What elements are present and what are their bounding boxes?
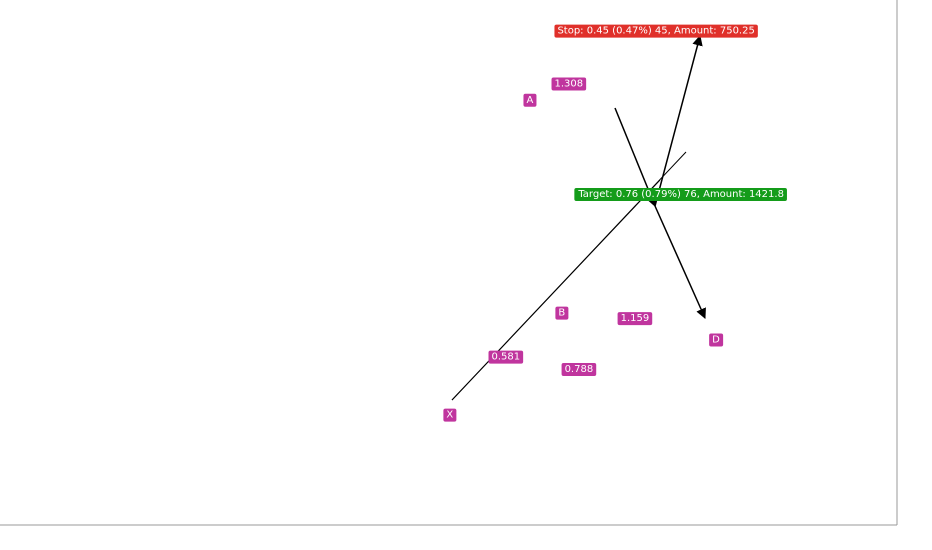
- pattern-point-label: B: [558, 308, 565, 319]
- ratio-label-box: [617, 312, 653, 326]
- pattern-point-label-box: [555, 306, 569, 320]
- ratio-label: 1.159: [621, 313, 650, 324]
- pattern-point-label-box: [523, 93, 537, 107]
- arrow: [654, 34, 703, 207]
- ratio-label: 0.788: [565, 364, 594, 375]
- ratio-label: 1.308: [555, 78, 584, 89]
- pattern-point-label-box: [709, 333, 724, 347]
- pattern-point-label: A: [526, 95, 533, 106]
- pattern-point-label: X: [446, 410, 453, 421]
- ratio-label-box: [488, 350, 524, 364]
- stop-label: Stop: 0.45 (0.47%) 45, Amount: 750.25: [557, 26, 754, 37]
- stop-label-box: [554, 24, 758, 38]
- arrow: [654, 205, 706, 319]
- ratio-label: 0.581: [492, 352, 521, 363]
- pattern-point-label-box: [443, 408, 457, 422]
- ratio-label-box: [561, 363, 597, 377]
- ratio-label-box: [551, 77, 587, 91]
- pattern-point-label: D: [712, 335, 720, 346]
- target-label-box: [574, 188, 787, 202]
- trend-line: [451, 179, 661, 401]
- target-label: Target: 0.76 (0.79%) 76, Amount: 1421.8: [577, 189, 784, 200]
